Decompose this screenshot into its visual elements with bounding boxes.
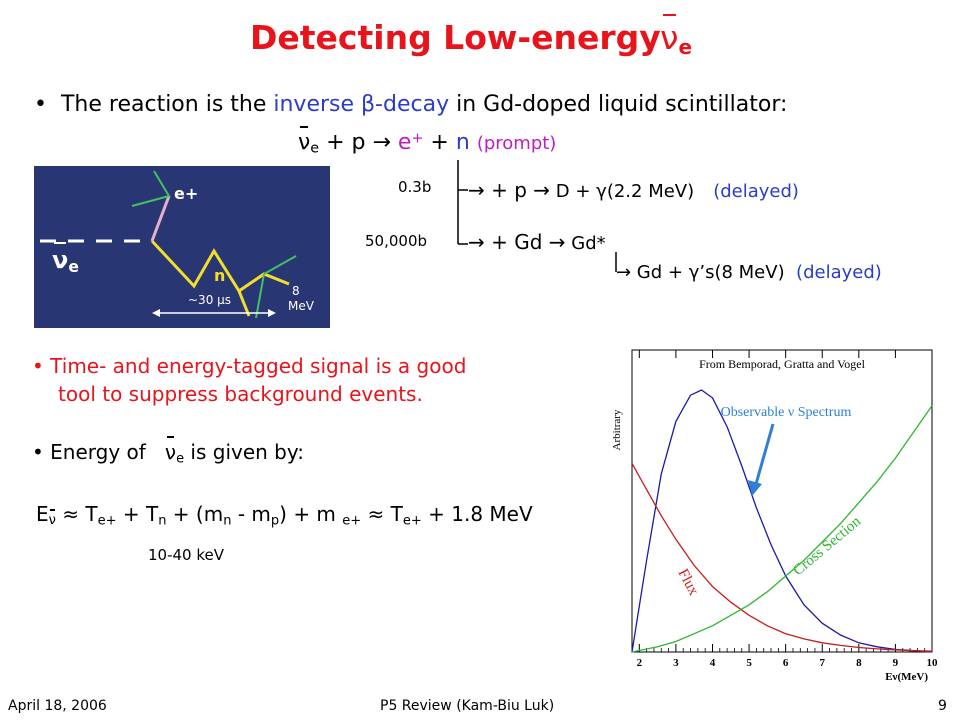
x-tick-label: 10 <box>927 657 939 669</box>
branch-bracket <box>457 160 468 245</box>
reaction-equation: νe + p → e+ + n (prompt) <box>298 126 557 157</box>
formula-end: + 1.8 MeV <box>421 502 533 526</box>
formula-approx-2: ≈ T <box>361 502 403 526</box>
bullet-3-pre: Energy of <box>50 440 153 464</box>
footer-date: April 18, 2006 <box>8 698 107 714</box>
spectrum-chart: From Bemporad, Gratta and Vogel Arbitrary… <box>598 344 944 690</box>
observable-spectrum-arrow <box>754 423 775 485</box>
bullet-dot: • <box>32 354 44 378</box>
y-axis-label: Arbitrary <box>611 409 623 450</box>
chart-title: From Bemporad, Gratta and Vogel <box>699 357 866 371</box>
formula-mn-sub: n <box>223 513 232 529</box>
branch-1-b: D + γ(2.2 MeV) <box>550 181 695 202</box>
nu-subscript: e <box>678 35 693 59</box>
x-tick-label: 7 <box>819 657 825 669</box>
title-nu-symbol: νe <box>660 14 693 59</box>
cross-section-large: 50,000b <box>365 232 428 250</box>
cross-section-label: Cross Section <box>790 513 864 579</box>
bullet-3: • Energy of νe is given by: <box>32 436 304 467</box>
reaction-proton: + p <box>319 130 373 155</box>
bullet-2-text-2: tool to suppress background events. <box>58 382 423 406</box>
positron-label: e+ <box>174 184 199 203</box>
branch-1-delayed: (delayed) <box>713 181 799 202</box>
reaction-arrow: → <box>372 130 391 155</box>
bullet-1: • The reaction is the inverse β-decay in… <box>34 92 787 117</box>
x-axis-label: Eν(MeV) <box>885 671 928 683</box>
reaction-neutron: n <box>455 130 470 155</box>
formula-approx-1: ≈ T <box>55 502 98 526</box>
spectrum-chart-svg: From Bemporad, Gratta and Vogel Arbitrary… <box>611 349 939 683</box>
formula-tn-sub: n <box>158 513 167 529</box>
branch-1-a: → + p <box>468 178 534 202</box>
slide-title: Detecting Low-energy <box>250 18 661 57</box>
branch-2-arrow: → <box>548 230 566 254</box>
bullet-2-text-1: Time- and energy-tagged signal is a good <box>50 354 467 378</box>
branch-2-a: → + Gd <box>468 230 549 254</box>
cross-section-small: 0.3b <box>398 178 432 196</box>
reaction-nu: ν <box>298 126 311 155</box>
branch-1-arrow: → <box>533 178 551 202</box>
series-line-1 <box>631 463 933 652</box>
bullet-3-nu: ν <box>164 436 177 464</box>
event-diagram <box>40 170 297 319</box>
flux-label: Flux <box>674 566 701 598</box>
nu-label-sub: e <box>68 257 79 276</box>
x-tick-label: 8 <box>856 657 862 669</box>
branch-proton-capture: → + p → D + γ(2.2 MeV) (delayed) <box>468 178 799 202</box>
x-tick-label: 5 <box>746 657 752 669</box>
bullet-1-highlight: inverse β-decay <box>273 92 450 117</box>
x-tick-label: 2 <box>637 657 643 669</box>
branch-gd-decay: → Gd + γ’s(8 MeV) (delayed) <box>616 262 882 283</box>
observable-spectrum-label: Observable ν Spectrum <box>721 405 852 420</box>
formula-e: E <box>36 502 49 526</box>
detector-event-image: e+ νe n ~30 μs 8 MeV <box>34 166 330 328</box>
energy-label-top: 8 <box>292 284 300 298</box>
formula-me-sub: e+ <box>342 513 362 529</box>
branch-3-delayed: (delayed) <box>796 262 882 283</box>
bullet-dot: • <box>32 440 44 464</box>
formula-e-sub: ν <box>48 509 56 529</box>
formula-te-sub: e+ <box>97 513 117 529</box>
formula-tn: + T <box>116 502 159 526</box>
bullet-1-post: in Gd-doped liquid scintillator: <box>449 92 788 117</box>
x-tick-label: 9 <box>893 657 899 669</box>
bullet-2: • Time- and energy-tagged signal is a go… <box>32 352 466 408</box>
formula-mass-2: - m <box>231 502 271 526</box>
bullet-2-line-1: • Time- and energy-tagged signal is a go… <box>32 352 466 380</box>
reaction-nu-sub: e <box>310 140 320 157</box>
branch-3-text: → Gd + γ’s(8 MeV) <box>616 262 785 283</box>
nu-label-symbol: ν <box>52 242 69 274</box>
footer-center: P5 Review (Kam-Biu Luk) <box>380 698 555 714</box>
plot-frame <box>631 349 933 653</box>
antineutrino-symbol: ν <box>660 14 679 57</box>
reaction-positron-sup: + <box>411 130 424 147</box>
formula-mass-3: ) + m <box>279 502 343 526</box>
observable-spectrum-arrowhead <box>748 480 762 496</box>
formula-te2-sub: e+ <box>402 513 422 529</box>
energy-label-bottom: MeV <box>288 299 314 313</box>
footer-page-number: 9 <box>938 698 947 714</box>
formula-mp-sub: p <box>270 513 280 529</box>
energy-formula: Eν ≈ Te+ + Tn + (mn - mp) + m e+ ≈ Te+ +… <box>36 502 533 528</box>
reaction-positron: e <box>390 130 412 155</box>
x-tick-label: 3 <box>673 657 679 669</box>
bullet-1-pre: The reaction is the <box>60 92 274 117</box>
x-tick-label: 6 <box>783 657 789 669</box>
nu-label: νe <box>52 242 79 276</box>
time-label: ~30 μs <box>188 293 232 307</box>
series-line-2 <box>631 405 933 653</box>
neutron-label: n <box>214 266 226 285</box>
x-tick-label: 4 <box>710 657 716 669</box>
gd-decay-bracket <box>615 252 617 272</box>
bullet-dot: • <box>34 92 47 117</box>
branch-2-b: Gd* <box>565 233 606 254</box>
reaction-prompt: (prompt) <box>476 133 557 154</box>
bullet-3-post: is given by: <box>184 440 304 464</box>
branch-gd-capture: → + Gd → Gd* <box>468 230 606 254</box>
reaction-plus: + <box>423 130 456 155</box>
kev-note: 10-40 keV <box>148 546 224 564</box>
bullet-3-nu-sub: e <box>176 451 185 467</box>
formula-mass-1: + (m <box>166 502 224 526</box>
series-line-0 <box>631 389 933 653</box>
